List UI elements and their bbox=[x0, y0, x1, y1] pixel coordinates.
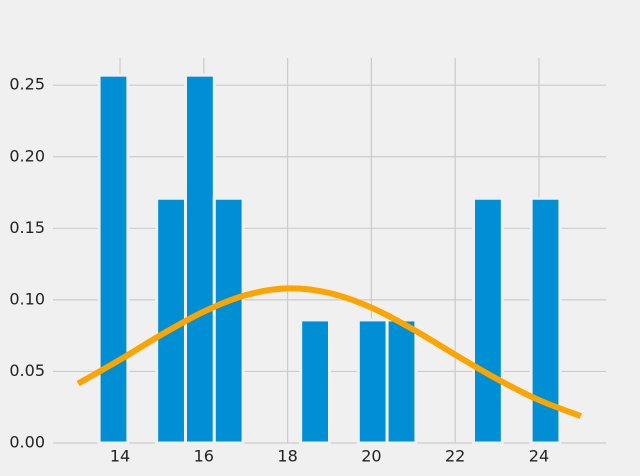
bar bbox=[183, 73, 216, 445]
x-axis-label: PPG bbox=[311, 473, 347, 476]
y-tick-label: 0.25 bbox=[9, 75, 45, 94]
bar bbox=[97, 73, 130, 445]
y-tick-label: 0.00 bbox=[9, 433, 45, 452]
density-curve bbox=[76, 285, 582, 419]
bar bbox=[212, 196, 245, 445]
x-tick-label: 14 bbox=[110, 447, 130, 466]
y-tick-label: 0.05 bbox=[9, 361, 45, 380]
bar bbox=[385, 318, 418, 445]
x-tick-label: 16 bbox=[194, 447, 214, 466]
x-tick-label: 24 bbox=[529, 447, 549, 466]
bar bbox=[299, 318, 331, 445]
y-tick-label: 0.10 bbox=[9, 289, 45, 308]
bar bbox=[356, 318, 389, 445]
x-tick-label: 20 bbox=[361, 447, 381, 466]
x-tick-label: 18 bbox=[277, 447, 297, 466]
y-tick-label: 0.20 bbox=[9, 146, 45, 165]
x-tick-label: 22 bbox=[445, 447, 465, 466]
y-tick-label: 0.15 bbox=[9, 218, 45, 237]
bar bbox=[472, 196, 504, 445]
